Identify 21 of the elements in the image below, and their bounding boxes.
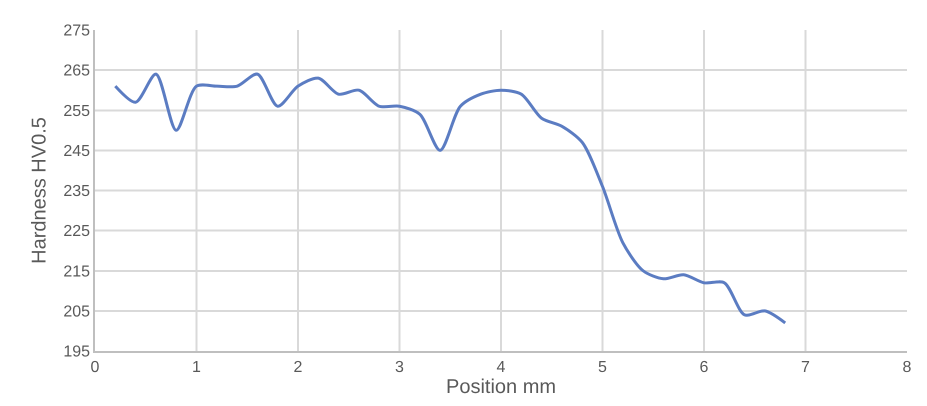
y-tick-label: 245 — [63, 142, 90, 160]
x-tick-label: 2 — [294, 358, 303, 376]
y-tick-label: 225 — [63, 223, 90, 240]
y-tick-label: 215 — [63, 263, 90, 280]
x-tick-label: 5 — [598, 358, 608, 376]
y-tick-label: 205 — [63, 303, 90, 320]
y-axis-title: Hardness HV0.5 — [28, 117, 50, 264]
x-tick-label: 1 — [192, 358, 202, 376]
x-tick-label: 3 — [395, 358, 404, 376]
y-tick-label: 195 — [63, 344, 90, 361]
x-tick-label: 4 — [496, 358, 506, 376]
x-tick-label: 8 — [902, 358, 912, 376]
x-tick-label: 6 — [700, 358, 709, 376]
y-tick-label: 275 — [63, 22, 90, 40]
y-tick-label: 265 — [63, 62, 90, 80]
y-tick-label: 255 — [63, 102, 90, 120]
line-series — [114, 72, 787, 324]
y-tick-label: 235 — [63, 183, 90, 200]
x-axis-title: Position mm — [446, 376, 556, 398]
x-tick-label: 7 — [801, 358, 810, 376]
x-tick-label: 0 — [90, 358, 100, 376]
